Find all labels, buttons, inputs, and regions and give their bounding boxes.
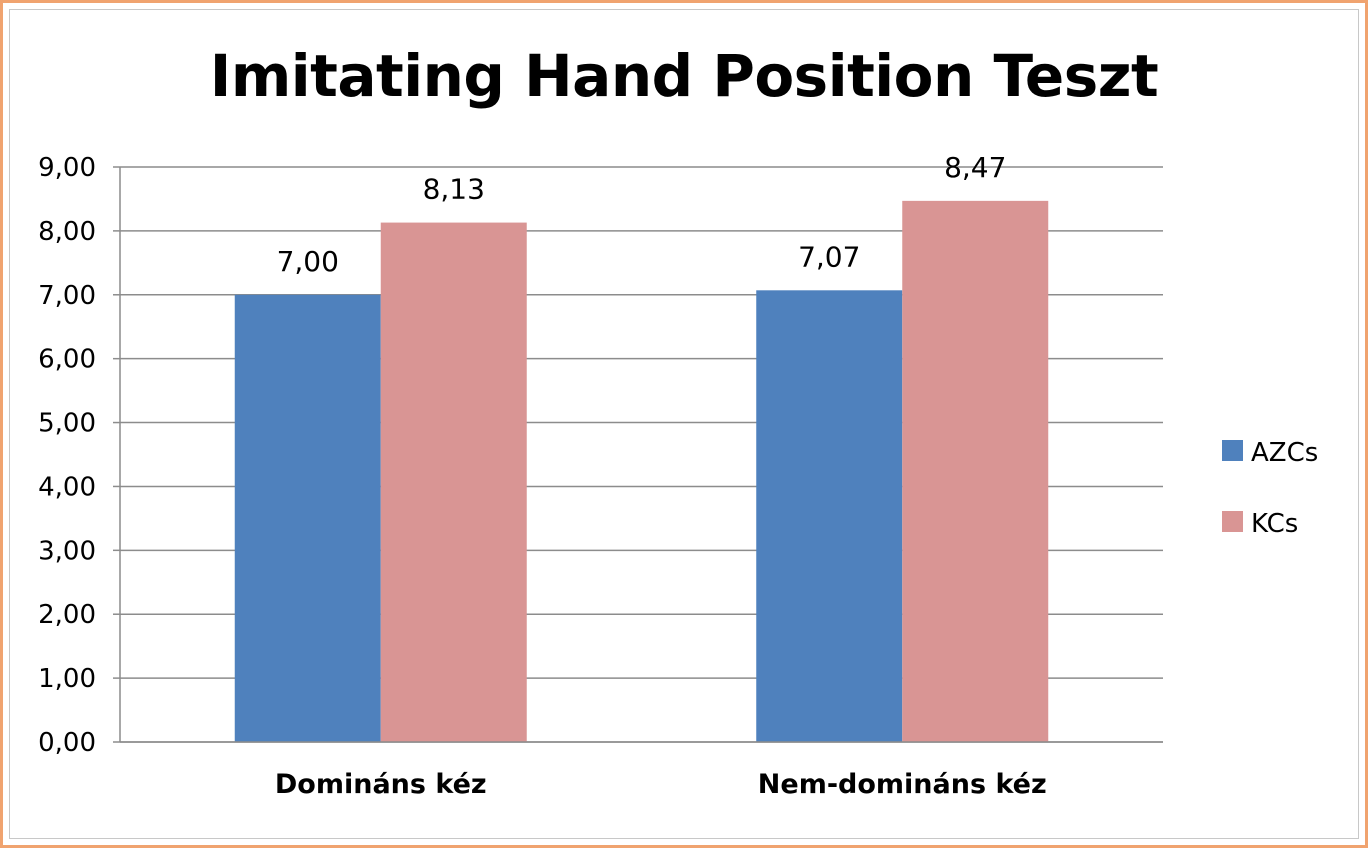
data-label: 8,13 xyxy=(423,173,485,206)
y-tick-label: 8,00 xyxy=(38,217,96,247)
y-tick-label: 5,00 xyxy=(38,409,96,439)
y-tick-label: 4,00 xyxy=(38,472,96,502)
legend-label-kcs: KCs xyxy=(1251,509,1298,539)
y-tick-label: 6,00 xyxy=(38,345,96,375)
data-label: 7,00 xyxy=(277,245,339,278)
legend-swatch-azcs xyxy=(1222,440,1243,461)
chart-title: Imitating Hand Position Teszt xyxy=(209,42,1159,110)
x-category-label: Nem-domináns kéz xyxy=(758,769,1047,800)
chart-inner-border xyxy=(9,9,1359,839)
legend-swatch-kcs xyxy=(1222,511,1243,532)
data-label: 7,07 xyxy=(798,240,860,273)
y-tick-label: 3,00 xyxy=(38,536,96,566)
bar-azcs-0 xyxy=(234,294,381,742)
legend-label-azcs: AZCs xyxy=(1251,438,1318,468)
bar-kcs-0 xyxy=(380,222,527,743)
y-tick-label: 7,00 xyxy=(38,281,96,311)
y-tick-label: 9,00 xyxy=(38,153,96,183)
data-label: 8,47 xyxy=(944,151,1006,184)
x-category-label: Domináns kéz xyxy=(275,769,487,800)
y-tick-label: 2,00 xyxy=(38,600,96,630)
bar-kcs-1 xyxy=(902,200,1049,743)
y-tick-label: 1,00 xyxy=(38,664,96,694)
y-tick-label: 0,00 xyxy=(38,728,96,758)
bar-azcs-1 xyxy=(756,290,903,742)
